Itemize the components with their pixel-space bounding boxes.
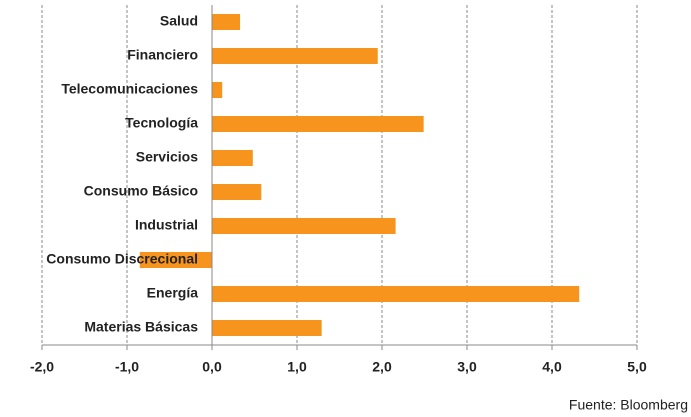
x-tick-label: 0,0: [202, 359, 222, 375]
bar: [212, 14, 241, 30]
x-tick-label: 3,0: [457, 359, 477, 375]
y-tick-label: Servicios: [136, 149, 198, 165]
y-tick-label: Energía: [147, 285, 199, 301]
y-tick-label: Materias Básicas: [84, 319, 198, 335]
x-tick-label: -2,0: [30, 359, 54, 375]
x-tick-label: 4,0: [542, 359, 562, 375]
y-tick-label: Telecomunicaciones: [61, 81, 198, 97]
x-tick-label: 2,0: [372, 359, 392, 375]
y-tick-label: Financiero: [127, 47, 198, 63]
bar: [212, 48, 378, 64]
y-tick-label: Tecnología: [125, 115, 198, 131]
x-tick-label: -1,0: [115, 359, 139, 375]
bar: [212, 320, 322, 336]
bar: [212, 286, 580, 302]
y-tick-label: Industrial: [135, 217, 198, 233]
source-note: Fuente: Bloomberg: [569, 397, 688, 413]
bar: [212, 82, 223, 98]
y-tick-label: Consumo Básico: [84, 183, 198, 199]
bar: [212, 184, 262, 200]
bar: [212, 150, 253, 166]
bar: [212, 218, 396, 234]
bar: [212, 116, 424, 132]
y-tick-label: Salud: [160, 13, 198, 29]
y-tick-label: Consumo Discrecional: [46, 251, 198, 267]
x-tick-label: 5,0: [627, 359, 647, 375]
x-tick-label: 1,0: [287, 359, 307, 375]
bar: [139, 252, 212, 268]
